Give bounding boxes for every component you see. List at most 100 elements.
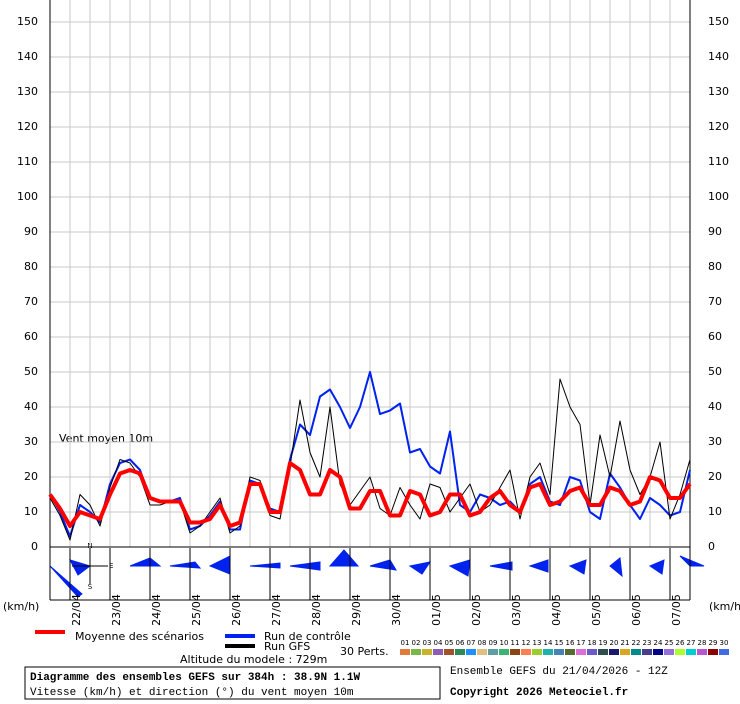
perturbation-label: 21 [621, 639, 630, 647]
perturbation-label: 06 [456, 639, 465, 647]
wind-glyph [129, 557, 162, 567]
legend-label: Run de contrôle [264, 630, 351, 643]
perturbation-swatch [620, 649, 630, 655]
y-tick-label-right: 50 [708, 365, 722, 378]
wind-glyph [49, 565, 83, 598]
y-unit-right: (km/h) [709, 600, 740, 613]
perturbation-label: 27 [687, 639, 696, 647]
x-tick-label: 26/04 [230, 594, 243, 626]
perturbation-label: 08 [478, 639, 487, 647]
wind-glyph [528, 559, 549, 573]
perturbation-label: 13 [533, 639, 542, 647]
wind-glyph [249, 562, 281, 569]
perturbation-swatch [444, 649, 454, 655]
y-tick-label-right: 110 [708, 155, 729, 168]
y-tick-label-right: 10 [708, 505, 722, 518]
wind-glyph [679, 555, 705, 567]
annotation: Vent moyen 10m [59, 432, 153, 445]
y-tick-label: 110 [17, 155, 38, 168]
x-tick-label: 01/05 [430, 594, 443, 626]
y-tick-label: 90 [24, 225, 38, 238]
y-tick-label: 10 [24, 505, 38, 518]
y-tick-label-right: 90 [708, 225, 722, 238]
footer-box [24, 666, 441, 700]
perturbation-swatch [554, 649, 564, 655]
perturbation-label: 23 [643, 639, 652, 647]
y-tick-label-right: 120 [708, 120, 729, 133]
y-tick-label-right: 140 [708, 50, 729, 63]
x-tick-label: 03/05 [510, 594, 523, 626]
y-tick-label: 30 [24, 435, 38, 448]
perturbation-swatch [411, 649, 421, 655]
y-tick-label: 150 [17, 15, 38, 28]
compass-label: E [109, 562, 113, 570]
copyright: Copyright 2026 Meteociel.fr [450, 687, 628, 699]
perturbations-label: 30 Perts. [340, 645, 389, 658]
series-line [48, 461, 692, 528]
x-tick-label: 28/04 [310, 594, 323, 626]
run-info: Ensemble GEFS du 21/04/2026 - 12Z [450, 666, 668, 678]
wind-glyph [328, 549, 360, 567]
title: Diagramme des ensembles GEFS sur 384h : … [30, 672, 360, 684]
wind-glyph [609, 557, 623, 578]
perturbation-swatch [587, 649, 597, 655]
subtitle: Vitesse (km/h) et direction (°) du vent … [30, 687, 354, 699]
y-tick-label-right: 40 [708, 400, 722, 413]
y-tick-label-right: 80 [708, 260, 722, 273]
series-line [49, 378, 691, 541]
perturbation-label: 01 [401, 639, 410, 647]
wind-glyphs [49, 549, 705, 598]
y-tick-label-right: 100 [708, 190, 729, 203]
perturbation-label: 07 [467, 639, 476, 647]
y-tick-label: 100 [17, 190, 38, 203]
perturbation-swatch [565, 649, 575, 655]
y-tick-label-right: 20 [708, 470, 722, 483]
y-tick-label: 140 [17, 50, 38, 63]
x-tick-label: 27/04 [270, 594, 283, 626]
perturbation-label: 26 [676, 639, 685, 647]
x-tick-label: 06/05 [630, 594, 643, 626]
y-tick-label-right: 70 [708, 295, 722, 308]
perturbation-label: 05 [445, 639, 454, 647]
perturbation-label: 24 [654, 639, 663, 647]
y-tick-label-right: 30 [708, 435, 722, 448]
perturbation-swatch [719, 649, 729, 655]
perturbation-swatch [631, 649, 641, 655]
wind-glyph [169, 561, 202, 569]
perturbation-label: 29 [709, 639, 718, 647]
wind-glyph [448, 559, 471, 577]
wind-glyph [289, 561, 321, 571]
compass-label: S [88, 583, 93, 591]
grid [49, 0, 690, 548]
perturbation-label: 22 [632, 639, 641, 647]
perturbation-label: 10 [500, 639, 509, 647]
y-tick-label-right: 60 [708, 330, 722, 343]
x-tick-label: 23/04 [110, 594, 123, 626]
x-tick-label: 22/04 [70, 594, 83, 626]
perturbation-swatch [697, 649, 707, 655]
wind-glyph [568, 559, 587, 575]
y-tick-label: 40 [24, 400, 38, 413]
x-tick-label: 29/04 [350, 594, 363, 626]
perturbation-label: 14 [544, 639, 553, 647]
perturbation-label: 25 [665, 639, 674, 647]
perturbation-swatch [653, 649, 663, 655]
perturbation-label: 02 [412, 639, 421, 647]
perturbation-swatch [521, 649, 531, 655]
perturbation-label: 15 [555, 639, 564, 647]
compass [72, 548, 108, 584]
perturbation-swatch [477, 649, 487, 655]
legend-label: Moyenne des scénarios [75, 630, 204, 643]
perturbation-swatch [708, 649, 718, 655]
perturbation-swatch [510, 649, 520, 655]
perturbation-swatch [686, 649, 696, 655]
perturbation-swatch [532, 649, 542, 655]
y-tick-label-right: 150 [708, 15, 729, 28]
y-tick-label-right: 130 [708, 85, 729, 98]
y-tick-label: 50 [24, 365, 38, 378]
y-tick-label-right: 0 [708, 540, 715, 553]
x-tick-label: 05/05 [590, 594, 603, 626]
x-tick-label: 07/05 [670, 594, 683, 626]
